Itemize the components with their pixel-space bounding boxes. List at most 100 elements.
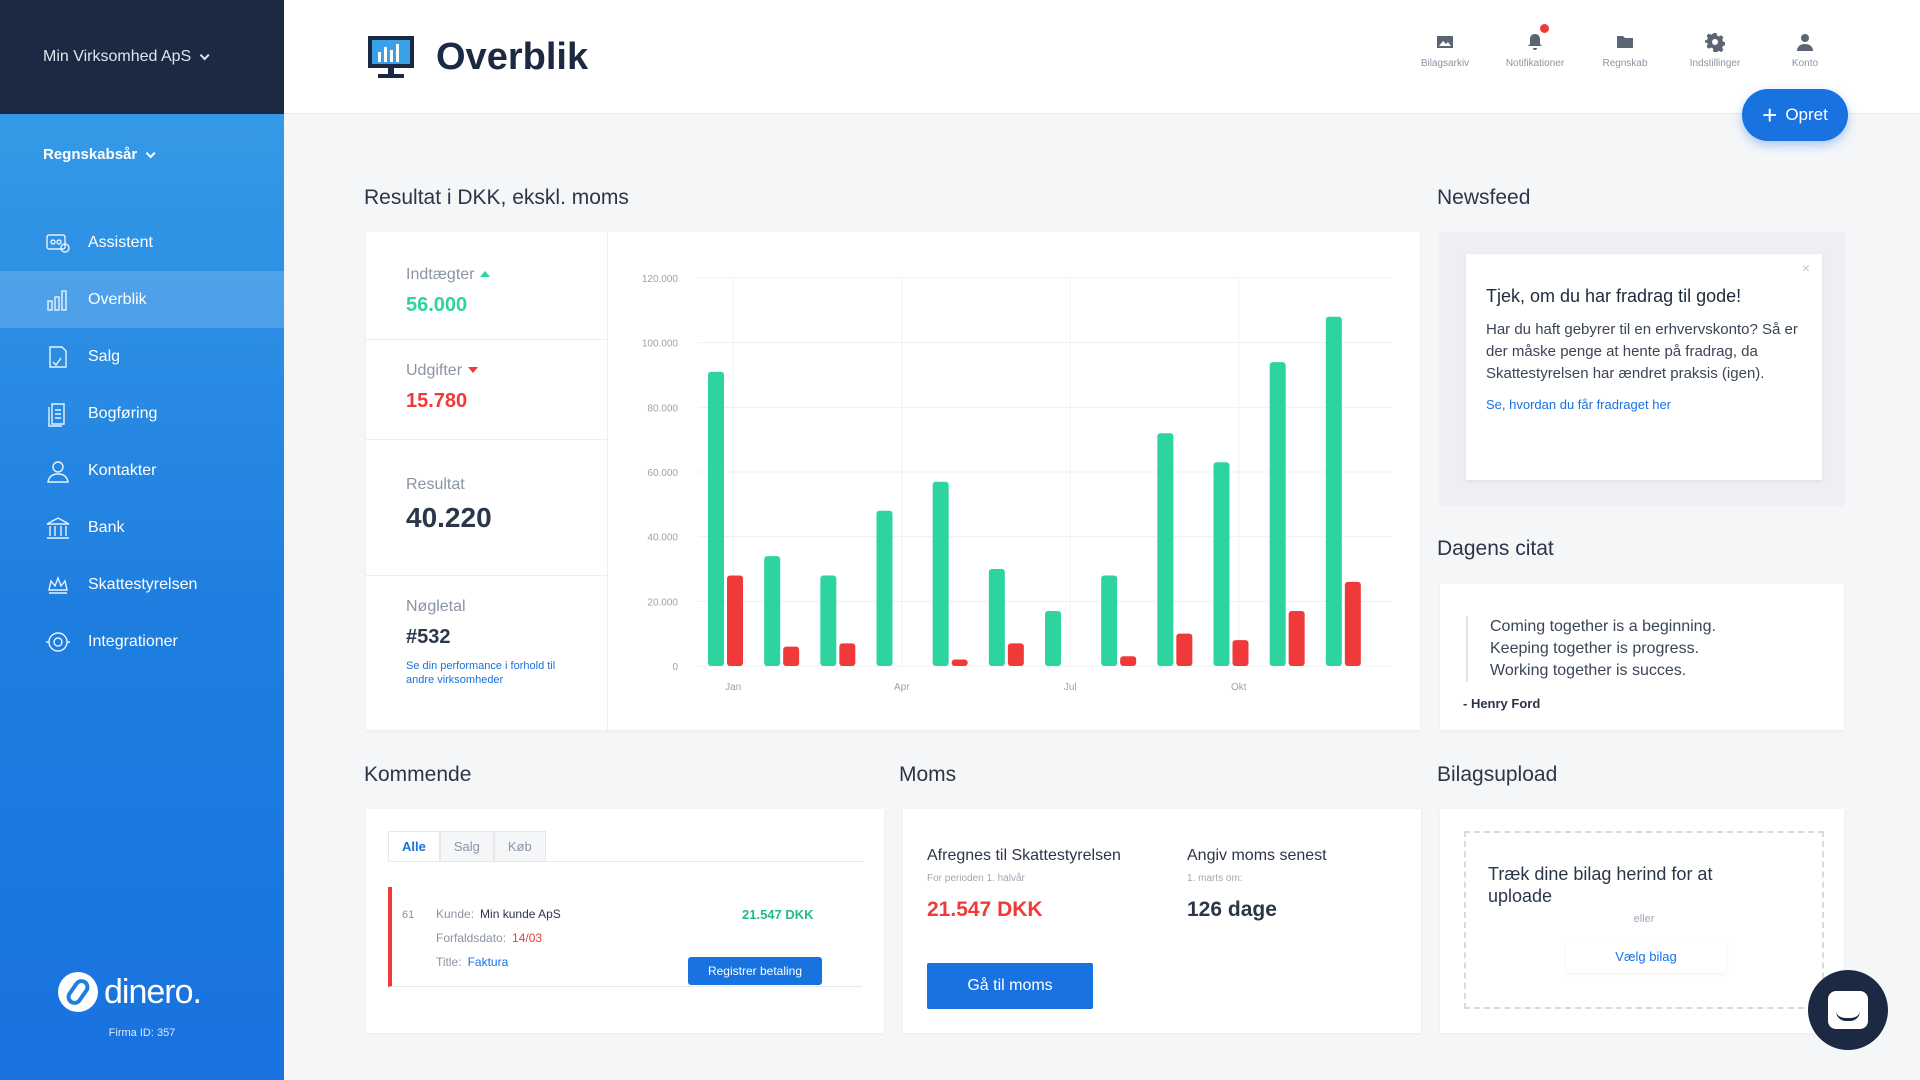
chat-button[interactable] [1808, 970, 1888, 1050]
performance-link[interactable]: Se din performance i forhold til andre v… [406, 660, 556, 686]
sidebar-item-bogforing[interactable]: Bogføring [0, 385, 284, 442]
bilagsarkiv-button[interactable]: Bilagsarkiv [1400, 32, 1490, 69]
chart-icon [44, 286, 72, 314]
vat-card: Afregnes til Skattestyrelsen For periode… [903, 809, 1421, 1033]
upcoming-tabs: Alle Salg Køb [388, 831, 546, 862]
sidebar-item-kontakter[interactable]: Kontakter [0, 442, 284, 499]
news-item-link[interactable]: Se, hvordan du får fradraget her [1486, 397, 1672, 412]
sidebar-item-label: Overblik [88, 290, 147, 308]
x-tick-label: Okt [1231, 682, 1247, 693]
chevron-down-icon [145, 148, 156, 159]
income-label-text: Indtægter [406, 266, 475, 283]
expense-bar [1176, 633, 1193, 666]
income-kpi: Indtægter 56.000 [366, 232, 608, 340]
bank-icon [44, 514, 72, 542]
income-bar [764, 556, 781, 666]
sidebar-item-salg[interactable]: Salg [0, 328, 284, 385]
sidebar-item-overblik[interactable]: Overblik [0, 271, 284, 328]
upload-card: Træk dine bilag herind for at uploade el… [1440, 809, 1844, 1033]
ratio-label: Nøgletal [406, 598, 466, 615]
upload-dropzone[interactable]: Træk dine bilag herind for at uploade el… [1464, 831, 1824, 1009]
result-card: Indtægter 56.000 Udgifter 15.780 Resulta… [366, 232, 1420, 730]
notifications-button[interactable]: Notifikationer [1490, 24, 1580, 69]
income-bar [876, 510, 893, 666]
top-icon-label: Notifikationer [1505, 58, 1565, 69]
sidebar-item-bank[interactable]: Bank [0, 499, 284, 556]
expense-bar [951, 659, 968, 666]
tab-kob[interactable]: Køb [493, 831, 546, 862]
upload-title: Bilagsupload [1437, 763, 1558, 786]
chevron-down-icon [199, 49, 210, 60]
sidebar-item-skattestyrelsen[interactable]: Skattestyrelsen [0, 556, 284, 613]
monitor-chart-icon [368, 36, 414, 78]
sidebar: Min Virksomhed ApS Regnskabsår Assistent… [0, 0, 284, 1080]
vat-deadline: Angiv moms senest 1. marts om: 126 dage [1187, 847, 1327, 922]
opret-button[interactable]: + Opret [1742, 89, 1848, 141]
newsfeed-title: Newsfeed [1437, 186, 1531, 209]
tab-salg[interactable]: Salg [439, 831, 494, 862]
image-icon [1437, 36, 1453, 48]
expense-bar [783, 646, 800, 666]
sidebar-item-label: Kontakter [88, 461, 157, 479]
folder-icon [1617, 36, 1633, 48]
tab-alle[interactable]: Alle [388, 831, 440, 862]
top-icon-label: Bilagsarkiv [1420, 58, 1470, 69]
choose-file-button[interactable]: Vælg bilag [1566, 939, 1726, 973]
income-bar [708, 371, 724, 666]
expenses-kpi: Udgifter 15.780 [366, 340, 608, 440]
register-payment-button[interactable]: Registrer betaling [688, 957, 822, 985]
quote-line: Keeping together is progress. [1490, 640, 1700, 657]
vat-settle: Afregnes til Skattestyrelsen For periode… [927, 847, 1121, 922]
company-selector[interactable]: Min Virksomhed ApS [0, 0, 284, 114]
x-tick-label: Jan [725, 682, 741, 693]
item-number: 61 [402, 909, 415, 921]
dropzone-or: eller [1633, 913, 1655, 925]
top-icon-label: Indstillinger [1689, 58, 1741, 69]
quote-line: Working together is succes. [1490, 662, 1687, 679]
vat-title: Moms [899, 763, 957, 786]
news-item: × Tjek, om du har fradrag til gode! Har … [1466, 254, 1822, 480]
logo-text: dinero. [104, 972, 202, 1011]
y-tick-label: 60.000 [647, 468, 678, 479]
newsfeed-card: × Tjek, om du har fradrag til gode! Har … [1440, 232, 1844, 504]
regnskab-button[interactable]: Regnskab [1580, 32, 1670, 69]
settle-value: 21.547 DKK [927, 898, 1043, 921]
top-icon-label: Regnskab [1602, 58, 1648, 69]
sidebar-item-integrationer[interactable]: Integrationer [0, 613, 284, 670]
fiscal-year-selector[interactable]: Regnskabsår [0, 114, 284, 214]
x-tick-label: Jul [1064, 682, 1077, 693]
title-row: Title: Faktura [436, 955, 508, 969]
dinero-logo: dinero. [58, 972, 202, 1012]
income-value: 56.000 [406, 294, 468, 316]
go-to-vat-button[interactable]: Gå til moms [927, 963, 1093, 1009]
due-row: Forfaldsdato: 14/03 [436, 931, 542, 945]
upcoming-card: Alle Salg Køb 61 Kunde: Min kunde ApS For… [366, 809, 884, 1033]
result-bar-chart: 0 20.000 40.000 60.000 80.000 100.000 120.000 J… [642, 274, 1392, 693]
company-name: Min Virksomhed ApS [43, 48, 192, 65]
top-icon-label: Konto [1791, 58, 1819, 69]
close-icon[interactable]: × [1801, 260, 1810, 276]
income-bar [988, 569, 1005, 666]
quote-title: Dagens citat [1437, 537, 1554, 560]
chat-icon [1828, 991, 1868, 1029]
news-item-body: Har du haft gebyrer til en erhvervskonto… [1486, 321, 1798, 382]
expense-bar [727, 575, 743, 666]
expense-bar [1232, 640, 1249, 666]
invoice-link[interactable]: Faktura [467, 955, 509, 969]
account-button[interactable]: Konto [1760, 32, 1850, 69]
expense-bar [1120, 656, 1137, 666]
income-bar [932, 481, 949, 666]
quote-text: Coming together is a beginning. Keeping … [1466, 616, 1806, 682]
y-tick-label: 100.000 [642, 339, 679, 350]
sidebar-item-assistent[interactable]: Assistent [0, 214, 284, 271]
expense-bar [839, 643, 856, 666]
quote-line: Coming together is a beginning. [1490, 618, 1716, 635]
expense-bar [1288, 611, 1305, 666]
expense-bar [1344, 581, 1361, 666]
income-bar [1269, 362, 1286, 666]
tabs-divider [388, 861, 864, 862]
contacts-icon [44, 457, 72, 485]
user-icon [1797, 34, 1813, 51]
plus-icon: + [1762, 100, 1778, 130]
settings-button[interactable]: Indstillinger [1670, 32, 1760, 69]
